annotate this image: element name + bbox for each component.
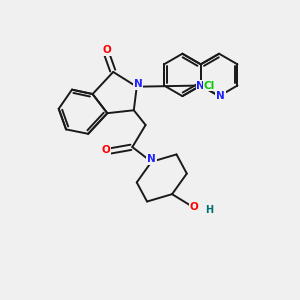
Text: O: O: [103, 45, 112, 55]
Text: O: O: [101, 145, 110, 155]
Text: O: O: [190, 202, 199, 212]
Text: H: H: [205, 206, 213, 215]
Text: N: N: [134, 79, 142, 89]
Text: Cl: Cl: [204, 80, 215, 91]
Text: N: N: [216, 91, 225, 101]
Text: N: N: [147, 154, 156, 164]
Text: N: N: [196, 80, 205, 91]
